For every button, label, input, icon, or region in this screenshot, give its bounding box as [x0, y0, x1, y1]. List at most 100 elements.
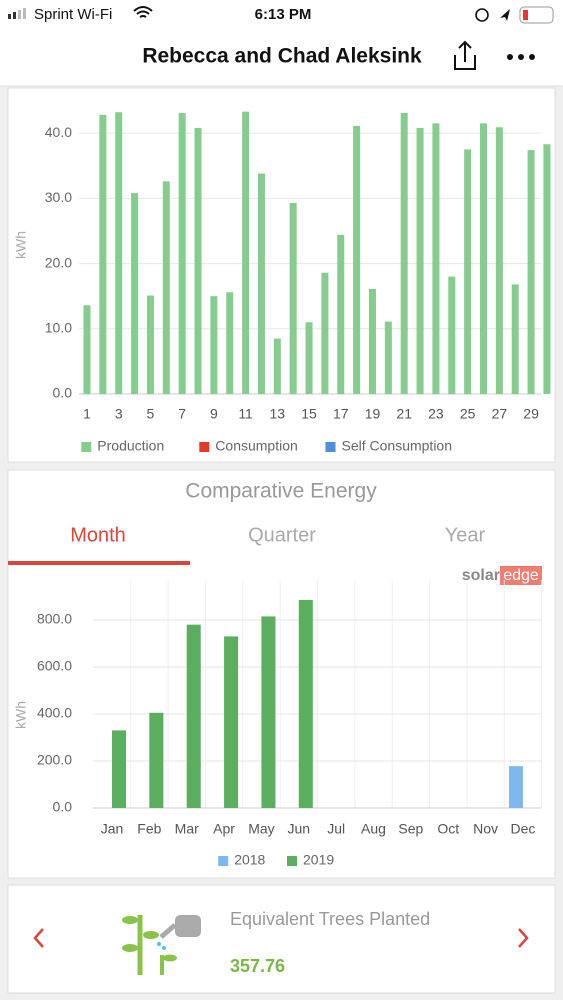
trees-card	[7, 884, 556, 994]
x-tick-label: 29	[523, 406, 539, 422]
logo-box	[500, 566, 542, 585]
bar	[131, 193, 139, 394]
bar	[289, 202, 297, 394]
y-tick-label: 0.0	[53, 799, 73, 815]
bar	[543, 144, 551, 394]
x-tick-label: Mar	[175, 821, 199, 837]
bar	[112, 730, 126, 808]
x-tick-label: 23	[428, 406, 444, 422]
x-tick-label: May	[248, 821, 274, 837]
trees-value: 357.76	[230, 956, 285, 976]
prev-button[interactable]	[33, 928, 44, 948]
bar	[353, 125, 361, 395]
battery	[519, 6, 554, 24]
bar	[178, 112, 186, 395]
x-tick-label: 19	[365, 406, 381, 422]
bar	[224, 636, 239, 808]
x-tick-label: 3	[115, 406, 123, 422]
legend-label: Consumption	[215, 438, 297, 454]
x-tick-label: Oct	[437, 821, 459, 837]
x-tick-label: Aug	[361, 821, 386, 837]
legend-label: Production	[97, 438, 164, 454]
next-button[interactable]	[518, 928, 529, 948]
clock: 6:13 PM	[255, 6, 312, 23]
x-tick-label: 27	[492, 406, 508, 422]
legend-label: Self Consumption	[342, 438, 453, 454]
legend-swatch	[287, 856, 297, 866]
more-button[interactable]	[507, 54, 535, 60]
bar	[298, 599, 313, 808]
legend-label: 2018	[234, 852, 265, 868]
bar	[432, 123, 440, 394]
y-tick-label: 0.0	[53, 385, 73, 401]
wifi-icon	[133, 6, 153, 18]
legend-swatch	[199, 442, 210, 452]
bar	[242, 111, 250, 394]
trees-icon	[122, 915, 201, 975]
bar	[416, 127, 424, 395]
logo-solar: solar	[462, 567, 500, 584]
bar	[261, 616, 276, 808]
tab-month[interactable]: Month	[70, 524, 126, 546]
bar	[448, 276, 456, 394]
bar	[186, 624, 201, 808]
comparative-card	[7, 469, 556, 879]
lock-icon	[475, 8, 489, 22]
bar	[527, 150, 535, 394]
y-tick-label: 10.0	[45, 319, 72, 335]
x-tick-label: Jul	[327, 821, 345, 837]
y-axis-label: kWh	[13, 231, 29, 259]
x-tick-label: 15	[301, 406, 317, 422]
tab-indicator	[8, 561, 190, 565]
bar	[210, 296, 218, 394]
battery-level	[523, 10, 528, 20]
tab-year[interactable]: Year	[445, 524, 486, 546]
bar	[400, 112, 408, 395]
y-tick-label: 600.0	[37, 658, 72, 674]
y-axis-label: kWh	[13, 701, 29, 729]
bar	[511, 284, 519, 394]
x-tick-label: 17	[333, 406, 349, 422]
x-tick-label: Jan	[101, 821, 124, 837]
x-tick-label: Dec	[511, 821, 536, 837]
y-tick-label: 400.0	[37, 705, 72, 721]
legend-swatch	[81, 442, 92, 452]
bar	[146, 295, 154, 394]
x-tick-label: 1	[83, 406, 91, 422]
bar	[99, 114, 107, 394]
bar	[273, 338, 281, 394]
logo-edge: edge	[503, 567, 539, 584]
bar	[384, 321, 392, 394]
bar	[508, 766, 523, 808]
y-tick-label: 40.0	[45, 124, 72, 140]
trees-label: Equivalent Trees Planted	[230, 909, 430, 929]
bar	[368, 289, 376, 394]
bar	[257, 173, 265, 394]
bar	[321, 272, 329, 394]
tab-quarter[interactable]: Quarter	[248, 524, 316, 546]
y-tick-label: 200.0	[37, 752, 72, 768]
page-title: Rebecca and Chad Aleksink	[142, 45, 422, 68]
legend-swatch	[218, 856, 229, 866]
bar	[305, 322, 313, 394]
x-tick-label: 9	[210, 406, 218, 422]
legend-label: 2019	[303, 852, 334, 868]
x-tick-label: Nov	[473, 821, 498, 837]
share-button[interactable]	[454, 40, 476, 70]
x-tick-label: 25	[460, 406, 476, 422]
y-tick-label: 30.0	[45, 189, 72, 205]
x-tick-label: Jun	[288, 821, 311, 837]
x-tick-label: 13	[270, 406, 286, 422]
x-tick-label: 21	[396, 406, 412, 422]
y-tick-label: 800.0	[37, 611, 72, 627]
x-tick-label: Feb	[137, 821, 161, 837]
bar	[337, 234, 345, 394]
top-bar	[0, 0, 563, 86]
x-tick-label: 7	[178, 406, 186, 422]
y-tick-label: 20.0	[45, 254, 72, 270]
signal	[8, 8, 26, 19]
bar	[464, 149, 472, 394]
x-tick-label: Sep	[398, 821, 423, 837]
